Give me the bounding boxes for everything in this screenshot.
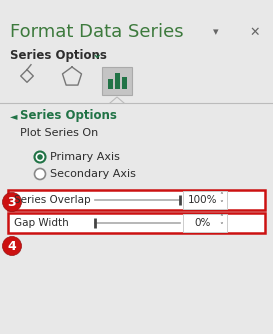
Text: ˄: ˄ (219, 214, 223, 223)
FancyBboxPatch shape (8, 213, 265, 233)
Text: Primary Axis: Primary Axis (50, 152, 120, 162)
Bar (115, 73, 120, 89)
Text: ▾: ▾ (213, 27, 219, 37)
Text: ˄: ˄ (219, 191, 223, 200)
Text: ⌄: ⌄ (92, 48, 102, 61)
Text: Gap Width: Gap Width (14, 218, 69, 228)
Text: Format Data Series: Format Data Series (10, 23, 184, 41)
Circle shape (34, 152, 46, 163)
Circle shape (2, 192, 22, 211)
Text: 100%: 100% (188, 195, 218, 205)
Text: Series Options: Series Options (20, 110, 117, 123)
Text: 4: 4 (8, 239, 16, 253)
Text: 3: 3 (8, 195, 16, 208)
FancyBboxPatch shape (102, 67, 132, 95)
Text: ✕: ✕ (250, 25, 260, 38)
Text: Plot Series On: Plot Series On (20, 128, 98, 138)
Polygon shape (110, 97, 124, 103)
Text: Secondary Axis: Secondary Axis (50, 169, 136, 179)
Circle shape (2, 236, 22, 256)
Text: ˅: ˅ (219, 222, 223, 231)
FancyBboxPatch shape (183, 191, 227, 209)
Text: Series Overlap: Series Overlap (14, 195, 91, 205)
Text: ˅: ˅ (219, 199, 223, 208)
Text: ◄: ◄ (10, 111, 17, 121)
FancyBboxPatch shape (8, 190, 265, 210)
Circle shape (34, 168, 46, 179)
Bar (108, 79, 113, 89)
Circle shape (37, 154, 43, 160)
Text: Series Options: Series Options (10, 48, 107, 61)
Text: 0%: 0% (195, 218, 211, 228)
FancyBboxPatch shape (183, 214, 227, 232)
Bar (122, 77, 127, 89)
